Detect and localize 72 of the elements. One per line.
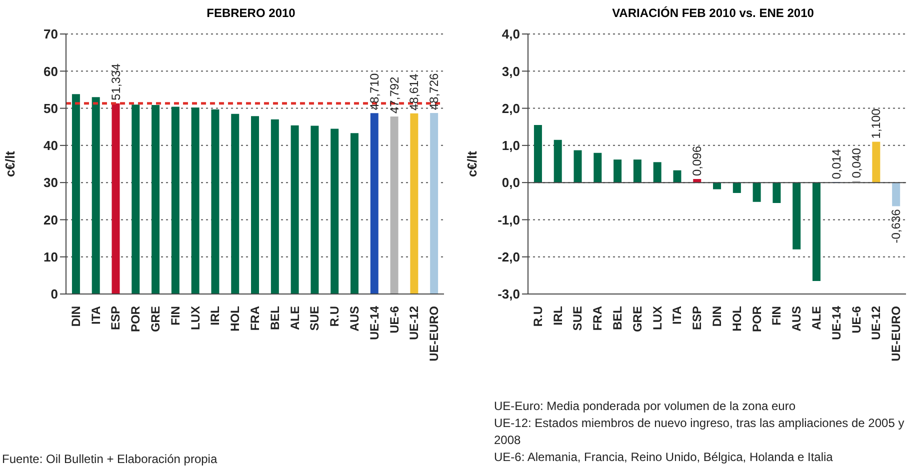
x-tick-label: UE-12 — [407, 306, 422, 340]
y-axis-title: c€/lt — [464, 150, 480, 178]
y-tick-label: 0,0 — [502, 175, 520, 190]
x-tick-label: FIN — [770, 306, 784, 326]
y-tick-label: 30 — [44, 175, 58, 190]
x-tick-label: UE-14 — [367, 306, 382, 340]
x-tick-label: ITA — [670, 306, 684, 324]
x-tick-label: IRL — [550, 306, 565, 326]
y-tick-label: 50 — [44, 100, 58, 116]
y-tick-label: 2,0 — [502, 100, 520, 116]
data-label: 48,726 — [427, 72, 442, 110]
x-tick-label: AUS — [790, 306, 804, 332]
text: UE-6: Alemania, Francia, Reino Unido, Bélgica, Holanda e Italia — [494, 449, 834, 466]
y-tick-label: 60 — [44, 64, 58, 79]
data-label: -0,636 — [889, 208, 904, 244]
data-label: 47,792 — [387, 76, 402, 114]
data-label: 48,710 — [367, 73, 382, 110]
y-tick-label: -3,0 — [498, 286, 520, 302]
data-label: 0,014 — [829, 148, 844, 180]
chart-title: FEBRERO 2010 — [206, 6, 296, 22]
data-label: 1,100 — [869, 108, 884, 139]
x-tick-label: ESP — [690, 306, 704, 330]
x-tick-label: ITA — [88, 306, 103, 324]
x-tick-label: UE-14 — [829, 306, 844, 340]
x-tick-label: GRE — [148, 306, 163, 332]
chart-title: VARIACIÓN FEB 2010 vs. ENE 2010 — [611, 6, 815, 22]
data-label: 48,614 — [407, 73, 422, 110]
y-axis-title: c€/lt — [2, 150, 18, 178]
x-tick-label: ALE — [809, 306, 824, 330]
x-tick-label: R.U — [530, 306, 545, 327]
x-tick-label: ALE — [288, 306, 302, 330]
x-tick-label: HOL — [228, 306, 242, 332]
x-tick-label: UE-12 — [869, 306, 884, 340]
x-tick-label: BEL — [610, 306, 625, 330]
y-tick-label: 70 — [44, 26, 58, 42]
y-tick-label: 40 — [44, 138, 58, 154]
x-tick-label: LUX — [650, 306, 664, 330]
x-tick-label: FIN — [168, 306, 182, 326]
x-tick-label: POR — [750, 306, 764, 332]
x-tick-label: ESP — [108, 306, 123, 330]
y-tick-label: 20 — [44, 212, 58, 228]
data-label: 0,040 — [849, 148, 864, 178]
x-tick-label: BEL — [268, 306, 282, 330]
y-tick-label: 10 — [44, 249, 58, 264]
x-tick-label: DIN — [710, 306, 724, 327]
source-note: Fuente: Oil Bulletin + Elaboración propia — [2, 452, 218, 466]
x-tick-label: UE-6 — [849, 306, 864, 334]
data-label: 0,096 — [690, 146, 704, 176]
x-tick-label: IRL — [208, 306, 222, 326]
x-tick-label: FRA — [590, 306, 605, 331]
x-tick-label: UE-EURO — [889, 306, 904, 362]
x-tick-label: LUX — [188, 306, 202, 330]
y-tick-label: 4,0 — [502, 26, 520, 42]
text: UE-Euro: Media ponderada por volumen de la zona euro — [494, 398, 797, 415]
y-tick-label: 0 — [50, 286, 58, 302]
x-tick-label: AUS — [347, 306, 362, 332]
y-tick-label: -1,0 — [498, 212, 520, 228]
data-label: 51,334 — [108, 63, 123, 100]
y-tick-label: 3,0 — [502, 64, 520, 79]
x-tick-label: POR — [128, 306, 143, 332]
x-tick-label: SUE — [570, 306, 585, 331]
x-tick-label: SUE — [308, 306, 322, 331]
y-tick-label: -2,0 — [498, 249, 520, 264]
text: UE-12: Estados miembros de nuevo ingreso, tras las ampliaciones de 2005 y 2008 — [494, 415, 906, 449]
y-tick-label: 1,0 — [502, 138, 520, 154]
x-tick-label: DIN — [68, 306, 83, 327]
x-tick-label: FRA — [248, 306, 262, 331]
x-tick-label: GRE — [630, 306, 644, 332]
x-tick-label: HOL — [730, 306, 744, 332]
x-tick-label: R.U — [328, 306, 342, 327]
x-tick-label: UE-6 — [387, 306, 402, 334]
x-tick-label: UE-EURO — [427, 306, 442, 362]
